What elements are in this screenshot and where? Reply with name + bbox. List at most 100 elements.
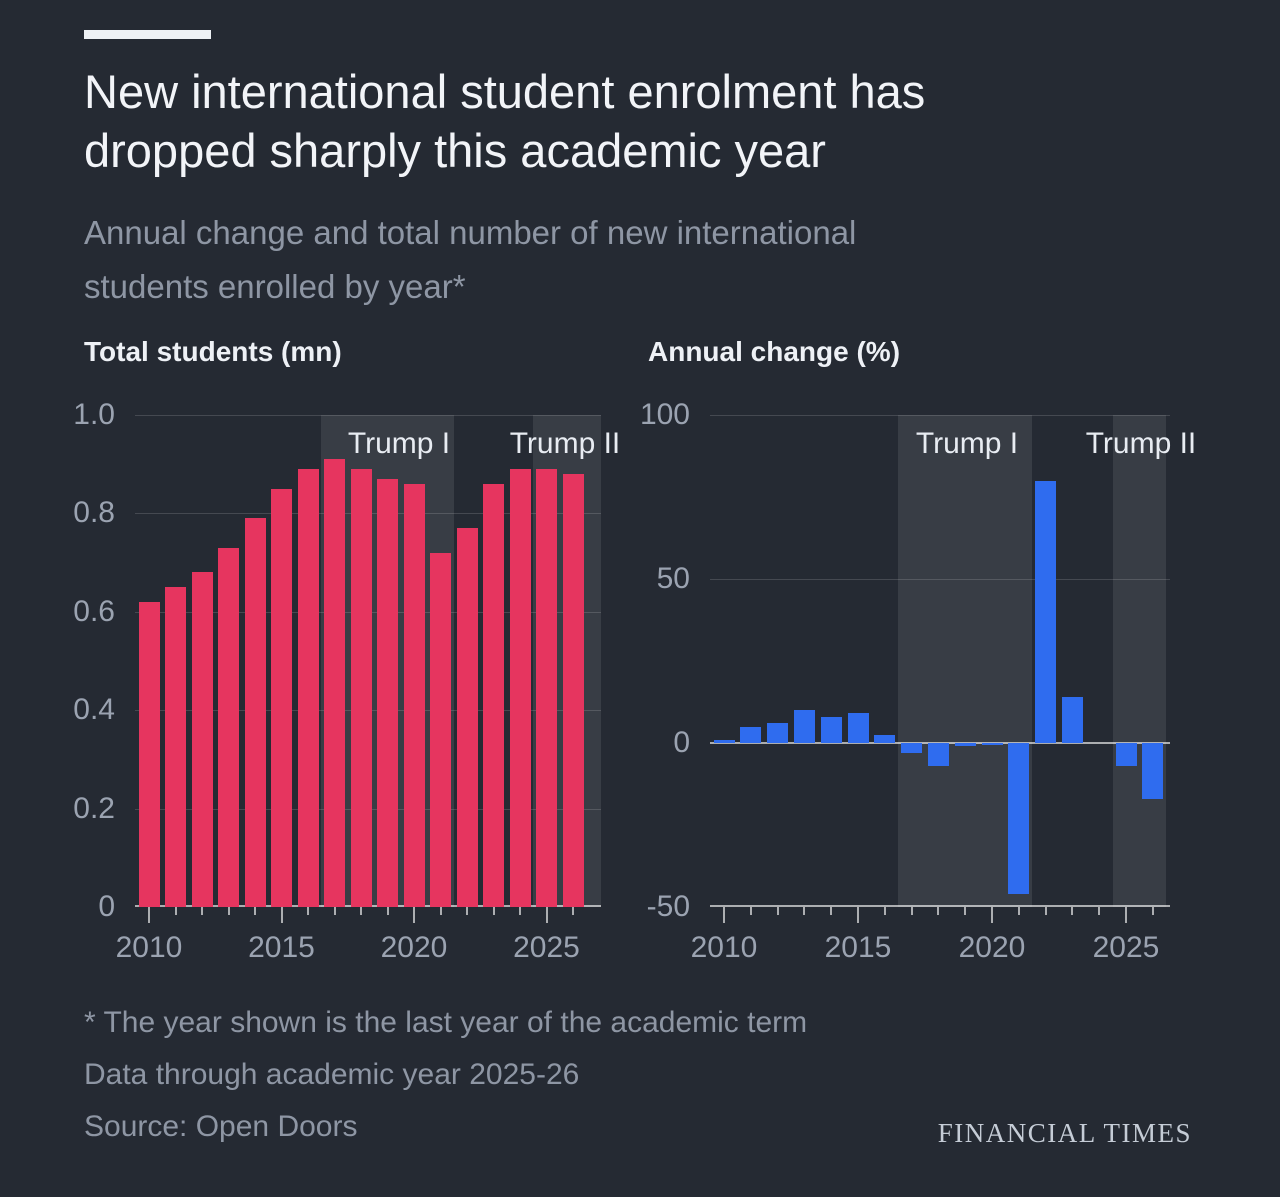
bar-2018 <box>350 469 372 907</box>
y-axis-label-0: 0 <box>673 726 690 759</box>
bar-2017 <box>324 459 345 907</box>
footnote-asterisk: * The year shown is the last year of the… <box>84 1006 808 1039</box>
bar-2026 <box>562 474 584 907</box>
bar-2022 <box>456 528 478 907</box>
x-axis-tick-2013 <box>227 907 230 915</box>
x-axis-tick-2024 <box>1098 907 1101 915</box>
gridline-1 <box>135 415 601 416</box>
bar-2015 <box>271 488 292 907</box>
bar-2025 <box>1115 743 1137 766</box>
bar-2023 <box>483 483 504 907</box>
bar-2016 <box>874 734 896 743</box>
bar-2019 <box>954 743 976 747</box>
x-axis-tick-2013 <box>803 907 806 915</box>
annual-change-plot: 2010 2015 2020 2025 -50 0 50 100 Trump I Trump II <box>640 398 1196 964</box>
bar-2022 <box>1035 480 1057 743</box>
bar-2013 <box>218 547 239 907</box>
x-axis-tick-2022 <box>1044 907 1047 915</box>
x-axis-label-2020: 2020 <box>958 931 1026 964</box>
x-axis-label-2010: 2010 <box>115 931 183 964</box>
x-axis-tick-2026 <box>1151 907 1154 915</box>
y-axis-label--50: -50 <box>646 890 690 923</box>
bar-2014 <box>244 518 266 907</box>
x-axis-tick-2010 <box>723 907 725 923</box>
bar-2012 <box>767 723 789 743</box>
bar-2011 <box>165 587 186 907</box>
x-axis-tick-2018 <box>937 907 940 915</box>
x-axis-tick-2016 <box>307 907 309 915</box>
bar-2023 <box>1061 697 1083 743</box>
bar-2010 <box>713 739 735 743</box>
bar-2016 <box>297 469 319 907</box>
y-axis-label-0.8: 0.8 <box>73 496 115 530</box>
x-axis-tick-2021 <box>1017 907 1020 915</box>
footnote-data-range: Data through academic year 2025-26 <box>84 1058 580 1091</box>
bar-2013 <box>793 710 815 743</box>
x-axis-tick-2023 <box>1071 907 1074 915</box>
x-axis-label-2015: 2015 <box>248 931 315 964</box>
trump-ii-band <box>1112 415 1167 907</box>
trump-i-label: Trump I <box>915 427 1019 460</box>
page-title: New international student enrolment has … <box>84 65 926 177</box>
ft-accent-bar <box>84 30 211 39</box>
bar-2011 <box>740 726 762 743</box>
bar-2020 <box>981 743 1003 745</box>
bar-2015 <box>847 713 869 743</box>
x-axis-tick-2026 <box>572 907 574 915</box>
x-axis-label-2025: 2025 <box>1092 931 1160 964</box>
bar-2014 <box>820 716 842 743</box>
bar-2012 <box>191 572 213 907</box>
x-axis-tick-2015 <box>857 907 859 923</box>
y-axis-label-0.4: 0.4 <box>73 693 115 727</box>
x-axis-tick-2012 <box>201 907 203 915</box>
bar-2017 <box>901 743 923 753</box>
bar-2018 <box>927 743 949 766</box>
x-axis-label-2010: 2010 <box>690 931 758 964</box>
y-axis-label-0: 0 <box>98 890 115 923</box>
x-axis-tick-2014 <box>254 907 256 915</box>
x-axis-label-2025: 2025 <box>513 931 580 964</box>
x-axis-tick-2016 <box>883 907 886 915</box>
x-axis-tick-2014 <box>830 907 833 915</box>
x-axis-tick-2023 <box>492 907 495 915</box>
x-axis-line <box>710 905 1170 907</box>
bar-2026 <box>1142 743 1164 799</box>
x-axis-tick-2020 <box>991 907 993 923</box>
x-axis-tick-2019 <box>386 907 389 915</box>
bar-2021 <box>1008 743 1030 894</box>
x-axis-tick-2011 <box>749 907 752 915</box>
y-axis-label-0.6: 0.6 <box>73 594 115 628</box>
x-axis-tick-2017 <box>333 907 336 915</box>
trump-ii-label: Trump II <box>1085 427 1197 460</box>
x-axis-tick-2010 <box>148 907 150 923</box>
x-axis-tick-2025 <box>1125 907 1127 923</box>
trump-ii-label: Trump II <box>509 427 621 460</box>
x-axis-label-2015: 2015 <box>824 931 892 964</box>
financial-times-wordmark: FINANCIAL TIMES <box>937 1118 1192 1148</box>
bar-2021 <box>430 552 451 907</box>
x-axis-tick-2022 <box>466 907 468 915</box>
total-students-chart-title: Total students (mn) <box>84 336 342 367</box>
gridline-50 <box>710 579 1170 580</box>
page-subtitle: Annual change and total number of new in… <box>84 214 857 305</box>
x-axis-label-2020: 2020 <box>380 931 448 964</box>
bar-2010 <box>138 601 160 907</box>
y-axis-label-100: 100 <box>639 398 690 431</box>
y-axis-label-0.2: 0.2 <box>73 791 115 825</box>
trump-i-label: Trump I <box>347 427 451 460</box>
source-note: Source: Open Doors <box>84 1110 358 1143</box>
y-axis-label-1.0: 1.0 <box>73 398 115 431</box>
x-axis-tick-2020 <box>413 907 415 923</box>
bar-2020 <box>403 483 425 907</box>
bar-2025 <box>536 469 557 907</box>
x-axis-tick-2017 <box>910 907 913 915</box>
x-axis-tick-2015 <box>280 907 283 923</box>
x-axis-tick-2024 <box>519 907 521 915</box>
x-axis-tick-2012 <box>776 907 779 915</box>
x-axis-tick-2011 <box>174 907 177 915</box>
y-axis-label-50: 50 <box>656 562 690 595</box>
x-axis-tick-2018 <box>360 907 362 915</box>
bar-2024 <box>509 469 531 907</box>
gridline-100 <box>710 415 1170 416</box>
